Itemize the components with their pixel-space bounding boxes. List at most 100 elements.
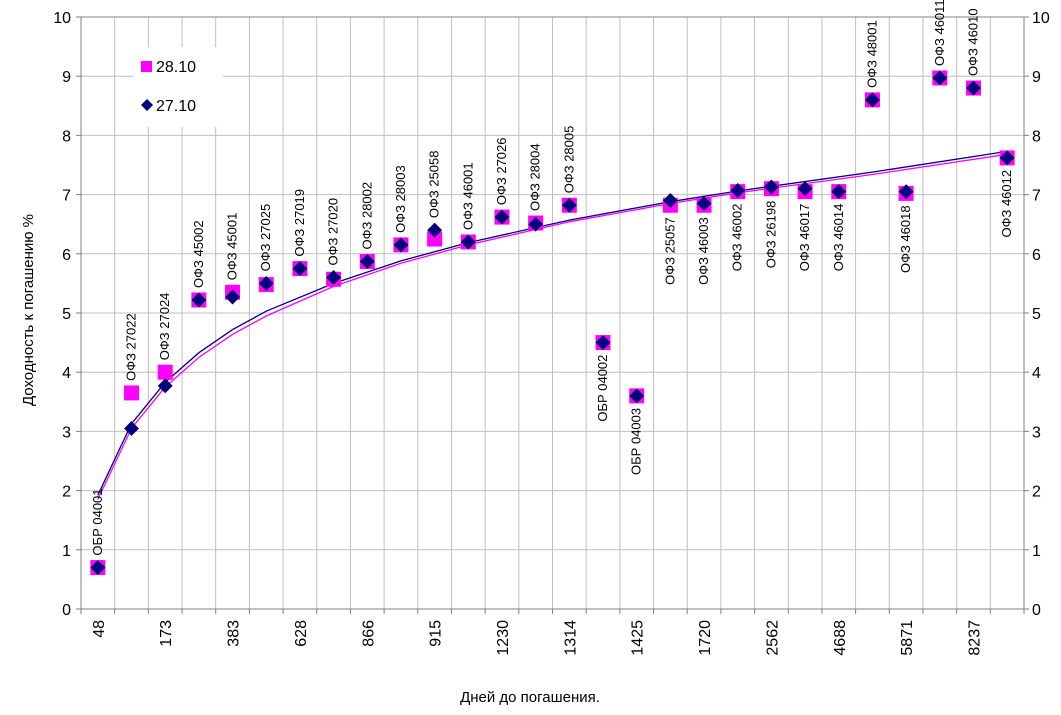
point-label: ОФЗ 25057 xyxy=(662,217,677,285)
y-tick-label-right: 1 xyxy=(1032,543,1041,560)
y-tick-label-right: 10 xyxy=(1032,10,1050,27)
x-tick-label: 4688 xyxy=(832,620,849,656)
x-tick-label: 173 xyxy=(158,620,175,647)
y-tick-label-right: 0 xyxy=(1032,602,1041,619)
x-tick-label: 48 xyxy=(91,620,108,638)
x-tick-label: 915 xyxy=(428,620,445,647)
point-label: ОФЗ 46010 xyxy=(965,8,980,76)
x-tick-label: 8237 xyxy=(966,620,983,656)
marker-27-10 xyxy=(763,179,779,195)
marker-28-10 xyxy=(157,364,173,380)
y-tick-label-left: 5 xyxy=(62,306,71,323)
y-tick-label-left: 10 xyxy=(53,10,71,27)
x-tick-label: 5871 xyxy=(899,620,916,656)
marker-27-10 xyxy=(966,80,981,96)
marker-27-10 xyxy=(326,270,342,285)
y-tick-label-left: 6 xyxy=(62,247,71,264)
point-label: ОФЗ 45001 xyxy=(225,213,240,281)
marker-27-10 xyxy=(865,92,880,108)
y-tick-label-right: 8 xyxy=(1032,128,1041,145)
y-tick-label-right: 6 xyxy=(1032,247,1041,264)
marker-27-10 xyxy=(292,261,308,277)
point-label: ОФЗ 46003 xyxy=(696,217,711,285)
legend-marker-27-10 xyxy=(141,99,153,111)
legend-box xyxy=(133,47,223,127)
y-tick-label-left: 8 xyxy=(62,128,71,145)
marker-27-10 xyxy=(225,289,240,305)
point-label: ОФЗ 27022 xyxy=(124,313,139,381)
x-tick-label: 1230 xyxy=(495,620,512,656)
trendline-28-10 xyxy=(97,153,1008,500)
point-label: ОФЗ 27026 xyxy=(494,137,509,205)
point-label: ОФЗ 46014 xyxy=(831,204,846,272)
x-tick-label: 866 xyxy=(360,620,377,647)
y-tick-label-right: 5 xyxy=(1032,306,1041,323)
legend-marker-28-10 xyxy=(141,61,152,72)
y-axis-right-ticks: 0 1 2 3 4 5 6 7 8 9 10 xyxy=(1024,10,1050,619)
marker-27-10 xyxy=(629,388,645,404)
point-label: ОФЗ 45002 xyxy=(191,220,206,288)
point-label: ОФЗ 28005 xyxy=(561,126,576,194)
x-tick-label: 383 xyxy=(226,620,243,647)
point-label: ОФЗ 46017 xyxy=(797,204,812,272)
marker-28-10 xyxy=(427,231,443,247)
point-label: ОФЗ 48001 xyxy=(864,20,879,88)
point-label: ОФЗ 28004 xyxy=(528,143,543,211)
y-axis-title: Доходность к погашению % xyxy=(20,214,37,406)
point-label: ОФЗ 46011 xyxy=(932,0,947,66)
x-axis-title: Дней до погашения. xyxy=(460,689,600,706)
legend-label-27-10: 27.10 xyxy=(156,98,196,115)
marker-27-10 xyxy=(932,70,948,86)
point-label: ОФЗ 28002 xyxy=(359,182,374,250)
marker-27-10 xyxy=(696,196,712,211)
point-label: ОФЗ 25058 xyxy=(427,151,442,219)
marker-27-10 xyxy=(90,560,106,575)
point-label: ОБР 04003 xyxy=(629,408,644,475)
x-axis-ticks: 48 173 383 628 866 915 1230 1314 1425 1720 2562 468… xyxy=(80,609,1025,656)
point-label: ОФЗ 27024 xyxy=(157,293,172,361)
y-tick-label-right: 3 xyxy=(1032,424,1041,441)
x-tick-label: 1425 xyxy=(630,620,647,656)
marker-27-10 xyxy=(494,209,510,225)
marker-27-10 xyxy=(191,292,207,308)
marker-27-10 xyxy=(831,184,847,200)
point-label: ОФЗ 27019 xyxy=(292,189,307,257)
marker-27-10 xyxy=(393,237,409,253)
point-label: ОФЗ 46012 xyxy=(999,170,1014,238)
y-tick-label-left: 0 xyxy=(62,602,71,619)
point-label: ОФЗ 28003 xyxy=(393,165,408,233)
x-tick-label: 2562 xyxy=(764,620,781,656)
marker-27-10 xyxy=(797,181,813,197)
marker-27-10 xyxy=(460,234,476,250)
point-label: ОФЗ 46001 xyxy=(460,162,475,230)
marker-27-10 xyxy=(561,197,577,213)
y-axis-left-ticks: 0 1 2 3 4 5 6 7 8 9 10 xyxy=(53,10,81,619)
point-label: ОФЗ 27025 xyxy=(258,204,273,272)
y-tick-label-right: 4 xyxy=(1032,365,1041,382)
marker-27-10 xyxy=(595,335,611,351)
point-label: ОФЗ 46002 xyxy=(730,204,745,272)
legend-label-28-10: 28.10 xyxy=(156,59,196,76)
y-tick-label-left: 9 xyxy=(62,69,71,86)
marker-27-10 xyxy=(528,216,544,232)
y-tick-label-right: 9 xyxy=(1032,69,1041,86)
marker-27-10 xyxy=(662,193,678,208)
y-tick-label-left: 1 xyxy=(62,543,71,560)
x-tick-label: 1314 xyxy=(562,620,579,656)
marker-27-10 xyxy=(427,222,443,238)
y-tick-label-right: 7 xyxy=(1032,188,1041,205)
point-labels: ОБР 04001 ОФЗ 27022 ОФЗ 27024 ОФЗ 45002 ОФЗ … xyxy=(90,0,1014,556)
marker-27-10 xyxy=(898,184,914,200)
marker-27-10 xyxy=(124,421,139,436)
point-label: ОФЗ 27020 xyxy=(326,198,341,266)
marker-27-10 xyxy=(258,275,274,291)
point-label: ОБР 04001 xyxy=(90,488,105,555)
y-tick-label-right: 2 xyxy=(1032,484,1041,501)
y-tick-label-left: 3 xyxy=(62,424,71,441)
marker-27-10 xyxy=(157,378,173,394)
y-tick-label-left: 4 xyxy=(62,365,71,382)
y-tick-label-left: 2 xyxy=(62,484,71,501)
x-tick-label: 628 xyxy=(293,620,310,647)
y-tick-label-left: 7 xyxy=(62,188,71,205)
